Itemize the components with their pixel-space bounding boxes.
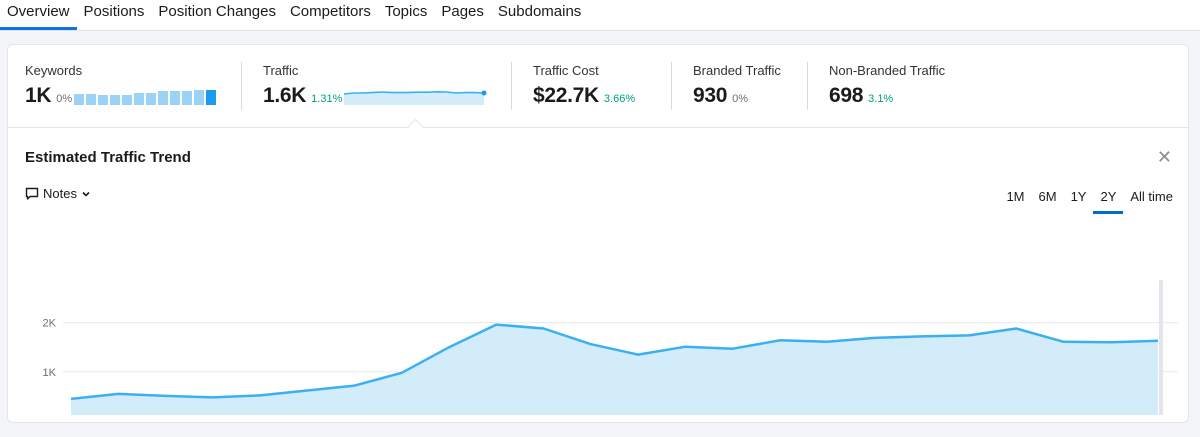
- keywords-spark-bar: [146, 93, 156, 105]
- non-branded-change: 3.1%: [868, 93, 894, 105]
- keywords-spark-bar: [158, 91, 168, 105]
- period-1y[interactable]: 1Y: [1070, 189, 1087, 204]
- close-icon[interactable]: ✕: [1156, 147, 1172, 167]
- non-branded-value: 698: [829, 84, 864, 107]
- traffic-cost-label: Traffic Cost: [533, 63, 599, 78]
- keywords-label: Keywords: [25, 63, 83, 78]
- notes-label: Notes: [43, 186, 77, 201]
- chevron-down-icon: [82, 191, 90, 197]
- keywords-sparkline: [74, 90, 216, 105]
- y-tick-label: 1K: [43, 367, 57, 379]
- report-tabs: Overview Positions Position Changes Comp…: [0, 0, 1200, 31]
- traffic-cost-change: 3.66%: [603, 93, 636, 105]
- metric-branded-traffic[interactable]: Branded Traffic 930 0%: [693, 63, 781, 108]
- metrics-bar: Keywords 1K 0% Traffic 1.6K 1.31% Traffi…: [8, 45, 1188, 128]
- trend-title: Estimated Traffic Trend: [25, 149, 191, 166]
- divider: [241, 62, 242, 110]
- branded-change: 0%: [732, 93, 749, 105]
- period-2y[interactable]: 2Y: [1093, 189, 1124, 214]
- period-6m[interactable]: 6M: [1038, 189, 1057, 204]
- keywords-spark-bar: [194, 90, 204, 105]
- tab-topics[interactable]: Topics: [384, 3, 428, 20]
- keywords-spark-bar: [86, 94, 96, 105]
- keywords-spark-bar: [74, 94, 84, 105]
- keywords-spark-bar: [98, 95, 108, 105]
- keywords-spark-bar: [134, 93, 144, 105]
- branded-value: 930: [693, 84, 728, 107]
- overview-card: Keywords 1K 0% Traffic 1.6K 1.31% Traffi…: [7, 44, 1189, 423]
- traffic-spark-dot: [481, 90, 487, 96]
- divider: [511, 62, 512, 110]
- metric-traffic-cost[interactable]: Traffic Cost $22.7K 3.66%: [533, 63, 635, 108]
- metric-keywords[interactable]: Keywords 1K 0%: [25, 63, 82, 108]
- keywords-spark-bar: [122, 95, 132, 105]
- divider: [807, 62, 808, 110]
- tab-positions[interactable]: Positions: [83, 3, 145, 20]
- traffic-cost-value: $22.7K: [533, 84, 599, 107]
- tab-position-changes[interactable]: Position Changes: [158, 3, 276, 20]
- divider: [671, 62, 672, 110]
- period-all-time[interactable]: All time: [1130, 189, 1173, 204]
- keywords-spark-bar: [182, 91, 192, 105]
- keywords-spark-bar: [170, 91, 180, 105]
- traffic-spark-area: [344, 91, 484, 105]
- notes-dropdown[interactable]: Notes: [25, 186, 91, 201]
- traffic-trend-chart[interactable]: 01K2KJan 24Apr 24Jul 24Oct 24Jan 25Apr 2…: [8, 225, 1178, 415]
- traffic-area: [71, 324, 1158, 415]
- metric-non-branded-traffic[interactable]: Non-Branded Traffic 698 3.1%: [829, 63, 945, 108]
- metric-traffic[interactable]: Traffic 1.6K 1.31%: [263, 63, 342, 108]
- tab-pages[interactable]: Pages: [441, 3, 484, 20]
- y-tick-label: 2K: [43, 318, 57, 330]
- traffic-spark-line: [344, 90, 485, 95]
- tab-subdomains[interactable]: Subdomains: [497, 3, 582, 20]
- comment-icon: [25, 187, 39, 200]
- traffic-value: 1.6K: [263, 84, 307, 107]
- period-selector: 1M 6M 1Y 2Y All time: [999, 189, 1180, 214]
- hover-indicator: [1159, 280, 1163, 415]
- keywords-value: 1K: [25, 84, 52, 107]
- period-1m[interactable]: 1M: [1006, 189, 1025, 204]
- tab-overview[interactable]: Overview: [0, 0, 77, 30]
- traffic-sparkline: [344, 90, 487, 105]
- keywords-spark-bar: [110, 95, 120, 105]
- keywords-spark-bar: [206, 90, 216, 105]
- traffic-change: 1.31%: [311, 93, 343, 105]
- branded-label: Branded Traffic: [693, 63, 781, 78]
- tab-competitors[interactable]: Competitors: [289, 3, 371, 20]
- non-branded-label: Non-Branded Traffic: [829, 63, 946, 78]
- traffic-series-line: [70, 323, 1159, 401]
- keywords-change: 0%: [56, 93, 73, 105]
- traffic-label: Traffic: [263, 63, 299, 78]
